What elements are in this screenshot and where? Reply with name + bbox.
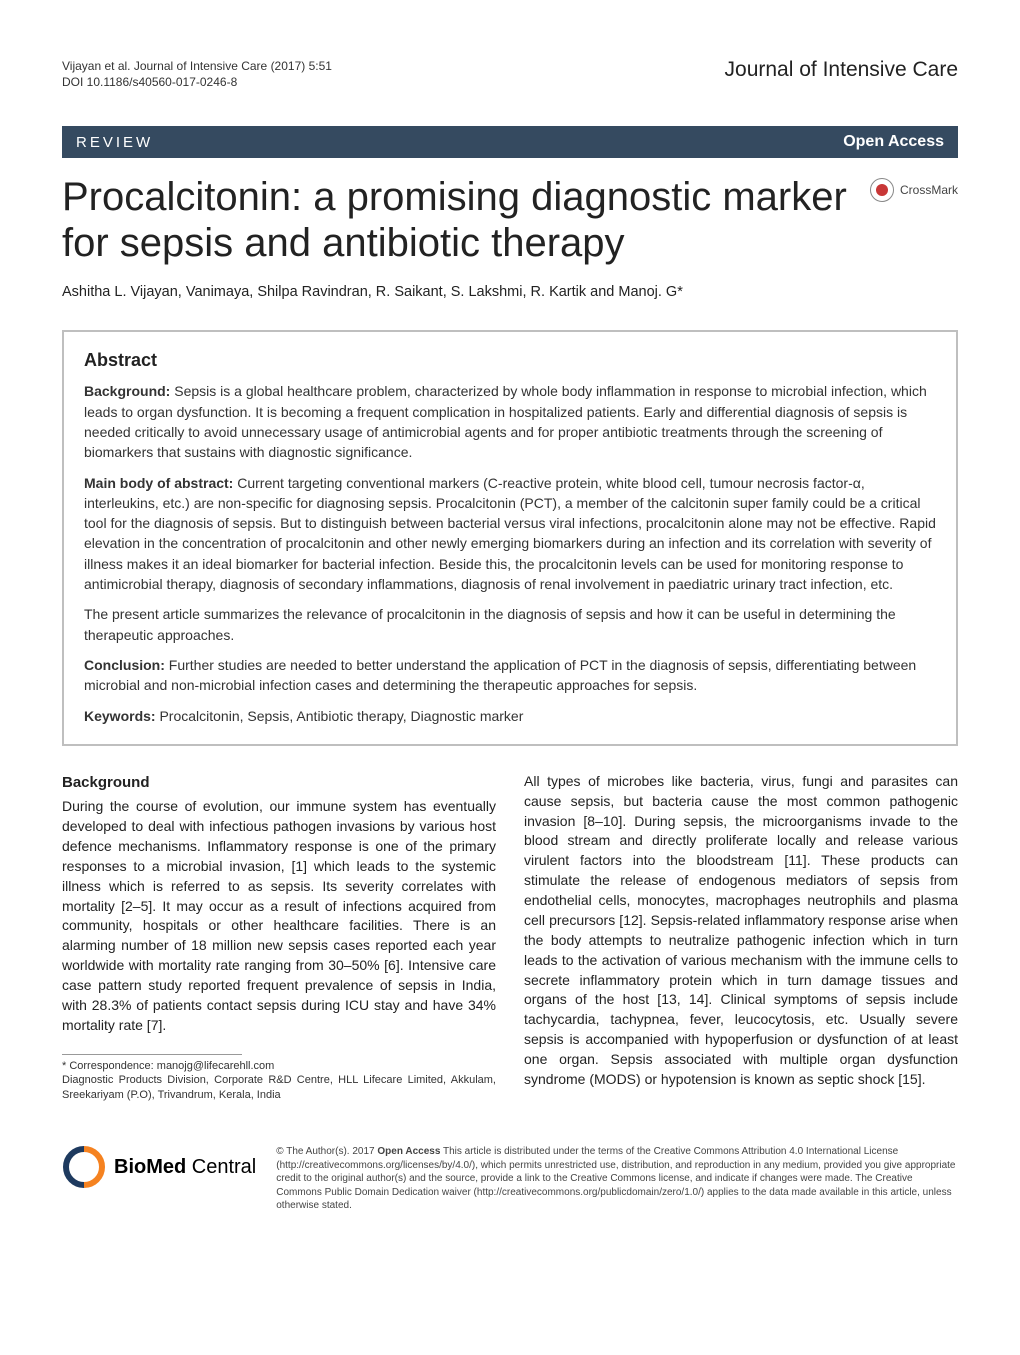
license-text: © The Author(s). 2017 Open Access This a… (276, 1145, 958, 1213)
main-label: Main body of abstract: (84, 475, 233, 491)
abstract-box: Abstract Background: Sepsis is a global … (62, 330, 958, 745)
crossmark-badge[interactable]: CrossMark (870, 178, 958, 202)
footer: BioMed Central © The Author(s). 2017 Ope… (0, 1133, 1020, 1237)
citation-line2: DOI 10.1186/s40560-017-0246-8 (62, 74, 332, 90)
body-columns: Background During the course of evolutio… (62, 772, 958, 1103)
col1-paragraph: During the course of evolution, our immu… (62, 797, 496, 1036)
background-heading: Background (62, 772, 496, 793)
abstract-heading: Abstract (84, 350, 936, 371)
right-column: All types of microbes like bacteria, vir… (524, 772, 958, 1103)
header: Vijayan et al. Journal of Intensive Care… (62, 58, 958, 90)
bmc-icon (62, 1145, 106, 1189)
background-text: Sepsis is a global healthcare problem, c… (84, 383, 927, 460)
biomed-central-logo: BioMed Central (62, 1145, 256, 1189)
crossmark-label: CrossMark (900, 183, 958, 197)
open-access-label: Open Access (843, 133, 944, 151)
col2-paragraph: All types of microbes like bacteria, vir… (524, 772, 958, 1090)
authors: Ashitha L. Vijayan, Vanimaya, Shilpa Rav… (62, 284, 958, 300)
article-title: Procalcitonin: a promising diagnostic ma… (62, 174, 870, 266)
citation: Vijayan et al. Journal of Intensive Care… (62, 58, 332, 90)
correspondence-divider (62, 1054, 242, 1055)
bmc-text: BioMed Central (114, 1156, 256, 1179)
abstract-background: Background: Sepsis is a global healthcar… (84, 381, 936, 462)
journal-name: Journal of Intensive Care (725, 58, 958, 82)
main-text1: Current targeting conventional markers (… (84, 475, 936, 592)
correspondence: * Correspondence: manojg@lifecarehll.com… (62, 1059, 496, 1104)
citation-line1: Vijayan et al. Journal of Intensive Care… (62, 58, 332, 74)
conclusion-label: Conclusion: (84, 657, 165, 673)
left-column: Background During the course of evolutio… (62, 772, 496, 1103)
crossmark-icon (870, 178, 894, 202)
article-type: REVIEW (76, 134, 153, 151)
abstract-main2: The present article summarizes the relev… (84, 604, 936, 645)
correspondence-email: * Correspondence: manojg@lifecarehll.com (62, 1059, 496, 1074)
keywords-label: Keywords: (84, 708, 156, 724)
abstract-main: Main body of abstract: Current targeting… (84, 473, 936, 595)
background-label: Background: (84, 383, 170, 399)
conclusion-text: Further studies are needed to better und… (84, 657, 916, 693)
abstract-keywords: Keywords: Procalcitonin, Sepsis, Antibio… (84, 706, 936, 726)
keywords-text: Procalcitonin, Sepsis, Antibiotic therap… (156, 708, 524, 724)
correspondence-address: Diagnostic Products Division, Corporate … (62, 1073, 496, 1103)
article-type-banner: REVIEW Open Access (62, 126, 958, 158)
abstract-conclusion: Conclusion: Further studies are needed t… (84, 655, 936, 696)
